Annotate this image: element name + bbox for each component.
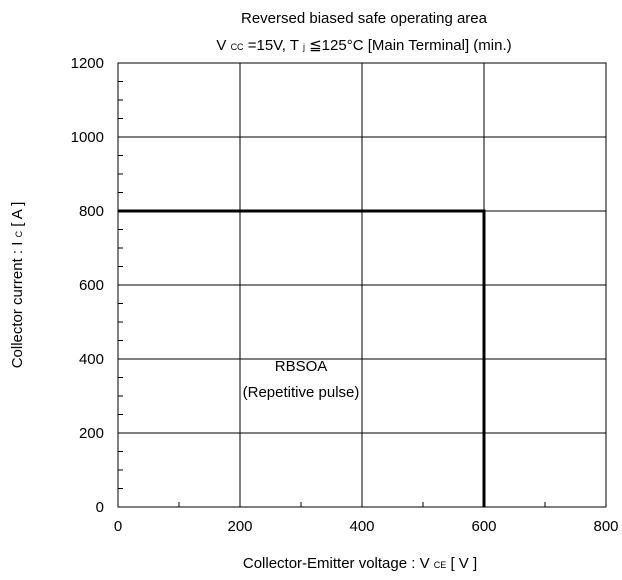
series-layer: [118, 209, 486, 507]
x-tick-label-0: 0: [114, 518, 122, 535]
x-axis-label-unit: [ V ]: [450, 555, 477, 572]
x-tick-label-1: 200: [227, 518, 252, 535]
title-v: V: [216, 37, 226, 54]
y-tick-label-2: 400: [79, 351, 104, 368]
y-axis-label-unit: [ A ]: [9, 202, 26, 227]
x-axis-label-subscript: CE: [434, 560, 447, 570]
x-tick-label-2: 400: [349, 518, 374, 535]
y-tick-label-3: 600: [79, 277, 104, 294]
y-tick-label-0: 0: [96, 499, 104, 516]
x-tick-labels: 0 200 400 600 800: [114, 518, 619, 535]
plot-frame: [117, 62, 607, 508]
x-tick-label-4: 800: [593, 518, 618, 535]
y-tick-label-4: 800: [79, 203, 104, 220]
y-axis-label-main: Collector current : I: [9, 242, 26, 369]
y-tick-label-5: 1000: [71, 129, 104, 146]
title-v-subscript: CC: [231, 42, 244, 52]
x-tick-label-3: 600: [471, 518, 496, 535]
series-line-0: [118, 209, 486, 507]
minor-ticks: [118, 81, 546, 507]
y-axis-label: Collector current : I C [ A ]: [9, 202, 26, 369]
y-tick-labels: 0 200 400 600 800 1000 1200: [71, 55, 104, 516]
y-tick-label-6: 1200: [71, 55, 104, 72]
chart-title-line1: Reversed biased safe operating area: [241, 10, 488, 27]
chart-title-line2: V CC =15V, T j ≦125°C [Main Terminal] (m…: [216, 37, 511, 54]
title-eq: =15V, T: [248, 37, 299, 54]
title-t-subscript: j: [302, 42, 305, 52]
rbsoa-annotation-line1: RBSOA: [275, 358, 328, 375]
title-rest: ≦125°C [Main Terminal] (min.): [309, 37, 512, 54]
rbsoa-annotation-line2: (Repetitive pulse): [243, 384, 360, 401]
y-axis-label-subscript: C: [14, 230, 24, 237]
x-axis-label-main: Collector-Emitter voltage : V: [243, 555, 430, 572]
grid: [118, 63, 606, 507]
y-tick-label-1: 200: [79, 425, 104, 442]
x-axis-label: Collector-Emitter voltage : V CE [ V ]: [243, 555, 477, 572]
